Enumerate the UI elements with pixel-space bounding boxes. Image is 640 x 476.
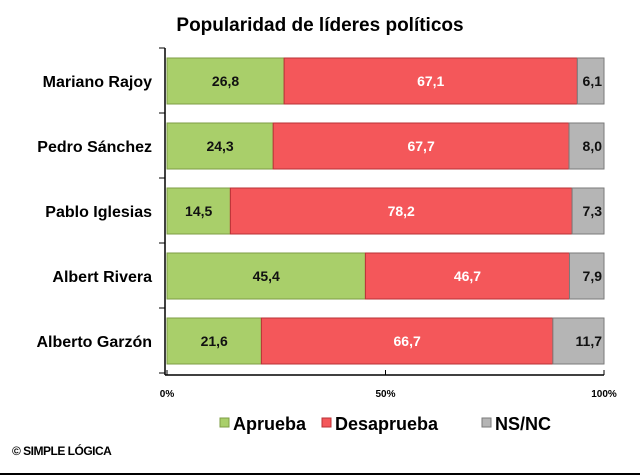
data-label: 67,1 <box>417 73 444 89</box>
legend-label: NS/NC <box>495 414 551 434</box>
data-label: 14,5 <box>185 203 212 219</box>
data-label: 6,1 <box>583 73 603 89</box>
legend-label: Desaprueba <box>335 414 439 434</box>
data-label: 11,7 <box>576 333 603 349</box>
data-label: 24,3 <box>206 138 233 154</box>
data-label: 78,2 <box>388 203 415 219</box>
data-label: 8,0 <box>583 138 603 154</box>
bar-segment-aprueba <box>166 252 366 300</box>
data-label: 7,3 <box>583 203 603 219</box>
data-label: 21,6 <box>201 333 228 349</box>
data-label: 45,4 <box>253 268 280 284</box>
x-tick-label: 0% <box>160 389 175 400</box>
legend-swatch <box>481 417 492 428</box>
bar-segment-ns-nc <box>568 252 605 300</box>
data-label: 26,8 <box>212 73 239 89</box>
bar-segment-aprueba <box>166 317 262 365</box>
bar-segment-ns-nc <box>568 122 605 170</box>
bar-segment-desaprueba <box>260 317 554 365</box>
legend-swatch <box>321 417 332 428</box>
bar-segment-desaprueba <box>283 57 578 105</box>
bar-segment-ns-nc <box>571 187 605 235</box>
bar-segment-desaprueba <box>272 122 570 170</box>
legend-label: Aprueba <box>233 414 307 434</box>
copyright-text: © SIMPLE LÓGICA <box>12 443 112 458</box>
category-label: Pablo Iglesias <box>45 204 152 221</box>
legend-swatch <box>219 417 230 428</box>
bar-segment-aprueba <box>166 57 285 105</box>
category-label: Alberto Garzón <box>36 334 152 351</box>
data-label: 67,7 <box>407 138 434 154</box>
bar-segment-ns-nc <box>576 57 605 105</box>
bar-segment-aprueba <box>166 187 231 235</box>
category-label: Albert Rivera <box>52 269 152 286</box>
chart-title: Popularidad de líderes políticos <box>176 15 463 36</box>
bar-segment-ns-nc <box>552 317 605 365</box>
bar-segment-aprueba <box>166 122 274 170</box>
category-label: Mariano Rajoy <box>43 74 152 91</box>
data-label: 66,7 <box>394 333 421 349</box>
bar-segment-desaprueba <box>229 187 573 235</box>
data-label: 7,9 <box>583 268 603 284</box>
data-label: 46,7 <box>454 268 481 284</box>
category-label: Pedro Sánchez <box>37 139 152 156</box>
x-tick-label: 100% <box>591 389 617 400</box>
x-tick-label: 50% <box>375 389 395 400</box>
